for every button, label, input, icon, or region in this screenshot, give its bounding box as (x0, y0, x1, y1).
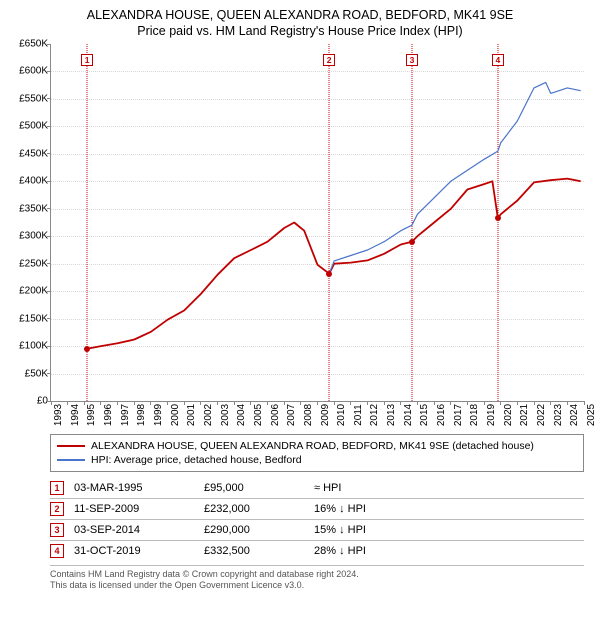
title-subtitle: Price paid vs. HM Land Registry's House … (10, 24, 590, 38)
chart-container: ALEXANDRA HOUSE, QUEEN ALEXANDRA ROAD, B… (0, 0, 600, 620)
x-tick-label: 1996 (101, 404, 114, 426)
sale-date: 11-SEP-2009 (74, 503, 194, 515)
x-tick-label: 2024 (567, 404, 580, 426)
x-tick-label: 2011 (351, 404, 364, 426)
chart-marker: 4 (492, 54, 504, 66)
sales-row: 3 03-SEP-2014 £290,000 15% ↓ HPI (50, 520, 584, 541)
chart-marker: 1 (81, 54, 93, 66)
sale-date: 31-OCT-2019 (74, 545, 194, 557)
legend-row-series1: ALEXANDRA HOUSE, QUEEN ALEXANDRA ROAD, B… (57, 439, 577, 453)
sale-vs-hpi: ≈ HPI (314, 482, 584, 494)
x-tick-label: 2016 (434, 404, 447, 426)
title-address: ALEXANDRA HOUSE, QUEEN ALEXANDRA ROAD, B… (10, 8, 590, 22)
sales-row: 2 11-SEP-2009 £232,000 16% ↓ HPI (50, 499, 584, 520)
x-tick-label: 2009 (318, 404, 331, 426)
title-block: ALEXANDRA HOUSE, QUEEN ALEXANDRA ROAD, B… (10, 8, 590, 38)
legend: ALEXANDRA HOUSE, QUEEN ALEXANDRA ROAD, B… (50, 434, 584, 472)
sale-marker: 4 (50, 544, 64, 558)
x-tick-label: 2015 (417, 404, 430, 426)
x-tick-label: 2008 (301, 404, 314, 426)
x-tick-label: 2020 (501, 404, 514, 426)
sale-price: £332,500 (204, 545, 304, 557)
sale-date: 03-SEP-2014 (74, 524, 194, 536)
sales-row: 1 03-MAR-1995 £95,000 ≈ HPI (50, 478, 584, 499)
x-tick-label: 2013 (384, 404, 397, 426)
footer-line2: This data is licensed under the Open Gov… (50, 580, 584, 591)
sale-price: £95,000 (204, 482, 304, 494)
x-tick-label: 2004 (234, 404, 247, 426)
legend-row-series2: HPI: Average price, detached house, Bedf… (57, 453, 577, 467)
x-tick-label: 2001 (184, 404, 197, 426)
x-tick-label: 2012 (367, 404, 380, 426)
x-tick-label: 2017 (451, 404, 464, 426)
x-tick-label: 1995 (84, 404, 97, 426)
x-tick-label: 2005 (251, 404, 264, 426)
chart-marker: 2 (323, 54, 335, 66)
sales-row: 4 31-OCT-2019 £332,500 28% ↓ HPI (50, 541, 584, 561)
x-tick-label: 1993 (51, 404, 64, 426)
legend-label-2: HPI: Average price, detached house, Bedf… (91, 454, 302, 466)
sale-marker: 1 (50, 481, 64, 495)
x-tick-label: 1999 (151, 404, 164, 426)
legend-label-1: ALEXANDRA HOUSE, QUEEN ALEXANDRA ROAD, B… (91, 440, 534, 452)
x-tick-label: 2021 (517, 404, 530, 426)
chart-lines (51, 44, 584, 401)
legend-swatch-2 (57, 459, 85, 461)
x-tick-label: 2022 (534, 404, 547, 426)
plot-area: £0£50K£100K£150K£200K£250K£300K£350K£400… (50, 44, 584, 402)
sale-price: £290,000 (204, 524, 304, 536)
x-tick-label: 2003 (218, 404, 231, 426)
x-tick-label: 2000 (168, 404, 181, 426)
x-tick-label: 2023 (551, 404, 564, 426)
x-tick-label: 1998 (134, 404, 147, 426)
sale-marker: 3 (50, 523, 64, 537)
footer: Contains HM Land Registry data © Crown c… (50, 565, 584, 592)
x-tick-label: 2006 (268, 404, 281, 426)
x-tick-label: 2018 (467, 404, 480, 426)
x-tick-label: 2010 (334, 404, 347, 426)
x-tick-label: 2025 (584, 404, 597, 426)
sale-vs-hpi: 28% ↓ HPI (314, 545, 584, 557)
x-tick-label: 2002 (201, 404, 214, 426)
x-tick-label: 1997 (118, 404, 131, 426)
legend-swatch-1 (57, 445, 85, 448)
chart-marker: 3 (406, 54, 418, 66)
sale-price: £232,000 (204, 503, 304, 515)
sale-vs-hpi: 15% ↓ HPI (314, 524, 584, 536)
x-tick-label: 2007 (284, 404, 297, 426)
sale-date: 03-MAR-1995 (74, 482, 194, 494)
footer-line1: Contains HM Land Registry data © Crown c… (50, 569, 584, 580)
sale-vs-hpi: 16% ↓ HPI (314, 503, 584, 515)
sales-table: 1 03-MAR-1995 £95,000 ≈ HPI 2 11-SEP-2009 £232… (50, 478, 584, 561)
sale-marker: 2 (50, 502, 64, 516)
x-tick-label: 2019 (484, 404, 497, 426)
x-tick-label: 2014 (401, 404, 414, 426)
x-tick-label: 1994 (68, 404, 81, 426)
